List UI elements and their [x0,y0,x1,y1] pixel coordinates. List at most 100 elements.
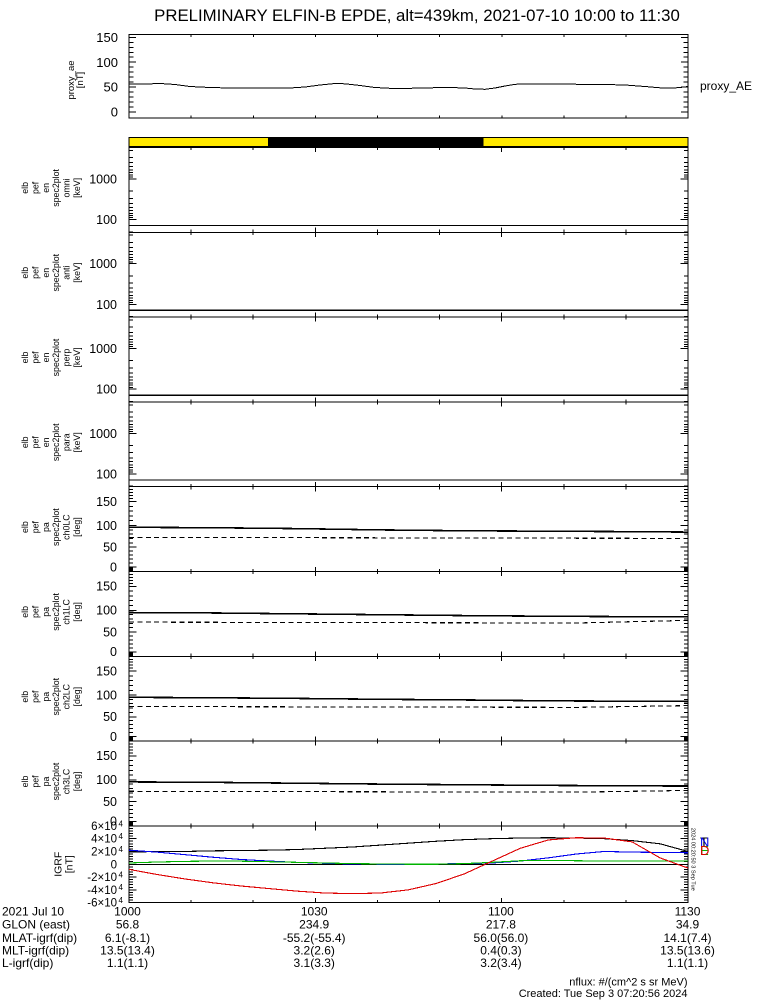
svg-text:pa: pa [41,777,51,787]
svg-text:[deg]: [deg] [72,602,82,622]
svg-text:100: 100 [96,604,117,618]
svg-text:100: 100 [96,298,117,312]
svg-text:100: 100 [96,688,117,702]
svg-text:3.2(3.4): 3.2(3.4) [480,956,521,970]
svg-text:[keV]: [keV] [72,432,82,452]
svg-text:4×10: 4×10 [91,834,117,846]
svg-text:2024 00:20:50 3 Sep Tue: 2024 00:20:50 3 Sep Tue [689,828,695,891]
svg-text:1000: 1000 [114,905,141,919]
svg-text:en: en [41,437,51,447]
svg-text:1.1(1.1): 1.1(1.1) [667,956,708,970]
svg-text:100: 100 [96,519,117,533]
svg-text:150: 150 [96,30,118,45]
svg-text:1000: 1000 [89,342,117,356]
svg-text:en: en [41,268,51,278]
svg-text:4: 4 [119,819,124,828]
svg-text:50: 50 [103,540,117,554]
svg-text:-6×10: -6×10 [87,898,117,910]
svg-text:217.8: 217.8 [486,918,516,932]
svg-text:0: 0 [111,859,117,871]
svg-text:[nT]: [nT] [75,72,86,88]
svg-text:spec2plot: spec2plot [51,338,61,376]
svg-text:pa: pa [41,692,51,702]
svg-text:PRELIMINARY ELFIN-B EPDE, alt=: PRELIMINARY ELFIN-B EPDE, alt=439km, 202… [154,6,680,25]
svg-text:pef: pef [30,436,40,449]
svg-text:ch3LC: ch3LC [62,768,72,794]
svg-text:proxy_AE: proxy_AE [700,79,752,93]
svg-text:150: 150 [96,664,117,678]
svg-text:1000: 1000 [89,172,117,186]
svg-text:1000: 1000 [89,427,117,441]
svg-text:1.1(1.1): 1.1(1.1) [107,956,148,970]
svg-text:Created: Tue Sep 3 07:20:56 2: Created: Tue Sep 3 07:20:56 2024 [519,988,688,1000]
svg-text:anti: anti [62,266,72,280]
svg-text:150: 150 [96,495,117,509]
svg-text:4: 4 [119,832,124,841]
svg-text:1000: 1000 [89,257,117,271]
svg-text:50: 50 [103,710,117,724]
svg-text:[keV]: [keV] [72,263,82,283]
svg-text:4: 4 [119,883,124,892]
svg-text:[nT]: [nT] [64,855,76,873]
svg-text:elb: elb [20,776,30,788]
svg-text:234.9: 234.9 [299,918,329,932]
svg-text:en: en [41,183,51,193]
svg-text:elb: elb [20,267,30,279]
svg-text:spec2plot: spec2plot [51,508,61,546]
svg-text:[deg]: [deg] [72,772,82,792]
svg-text:elb: elb [20,691,30,703]
svg-text:pef: pef [30,181,40,194]
svg-text:50: 50 [103,625,117,639]
svg-text:4: 4 [119,870,124,879]
svg-text:pef: pef [30,690,40,703]
svg-text:56.8: 56.8 [116,918,140,932]
svg-text:6×10: 6×10 [91,821,117,833]
svg-text:3.1(3.3): 3.1(3.3) [294,956,335,970]
svg-text:1030: 1030 [301,905,328,919]
svg-text:150: 150 [96,749,117,763]
svg-text:elb: elb [20,182,30,194]
svg-text:34.9: 34.9 [676,918,700,932]
svg-text:spec2plot: spec2plot [51,169,61,207]
svg-text:50: 50 [103,795,117,809]
svg-text:elb: elb [20,352,30,364]
svg-text:omni: omni [62,178,72,197]
svg-text:0: 0 [110,560,117,574]
svg-text:2021 Jul 10: 2021 Jul 10 [2,905,64,919]
svg-text:pef: pef [30,605,40,618]
svg-text:150: 150 [96,580,117,594]
svg-text:[keV]: [keV] [72,178,82,198]
svg-text:-4×10: -4×10 [87,885,117,897]
svg-text:100: 100 [96,467,117,481]
svg-text:1130: 1130 [675,905,701,919]
svg-text:nflux: #/(cm^2 s sr MeV): nflux: #/(cm^2 s sr MeV) [569,977,687,989]
svg-text:100: 100 [96,773,117,787]
svg-text:100: 100 [96,213,117,227]
svg-text:elb: elb [20,436,30,448]
svg-text:pa: pa [41,522,51,532]
svg-text:0: 0 [111,104,118,119]
svg-text:100: 100 [96,55,118,70]
svg-text:ch0LC: ch0LC [62,514,72,540]
svg-text:[deg]: [deg] [72,517,82,537]
svg-text:2×10: 2×10 [91,846,117,858]
svg-text:GLON (east): GLON (east) [2,918,70,932]
svg-text:-2×10: -2×10 [87,872,117,884]
svg-text:spec2plot: spec2plot [51,423,61,461]
svg-text:perp: perp [62,349,72,367]
svg-text:50: 50 [104,80,118,95]
svg-text:L-igrf(dip): L-igrf(dip) [2,956,53,970]
svg-text:[deg]: [deg] [72,687,82,707]
svg-text:spec2plot: spec2plot [51,593,61,631]
svg-text:ch1LC: ch1LC [62,599,72,625]
svg-text:pef: pef [30,351,40,364]
svg-text:D: D [700,843,709,858]
svg-text:pa: pa [41,607,51,617]
svg-text:en: en [41,353,51,363]
svg-text:spec2plot: spec2plot [51,253,61,291]
svg-text:1100: 1100 [488,905,514,919]
svg-text:spec2plot: spec2plot [51,762,61,800]
svg-text:elb: elb [20,521,30,533]
svg-text:100: 100 [96,383,117,397]
svg-text:[keV]: [keV] [72,347,82,367]
